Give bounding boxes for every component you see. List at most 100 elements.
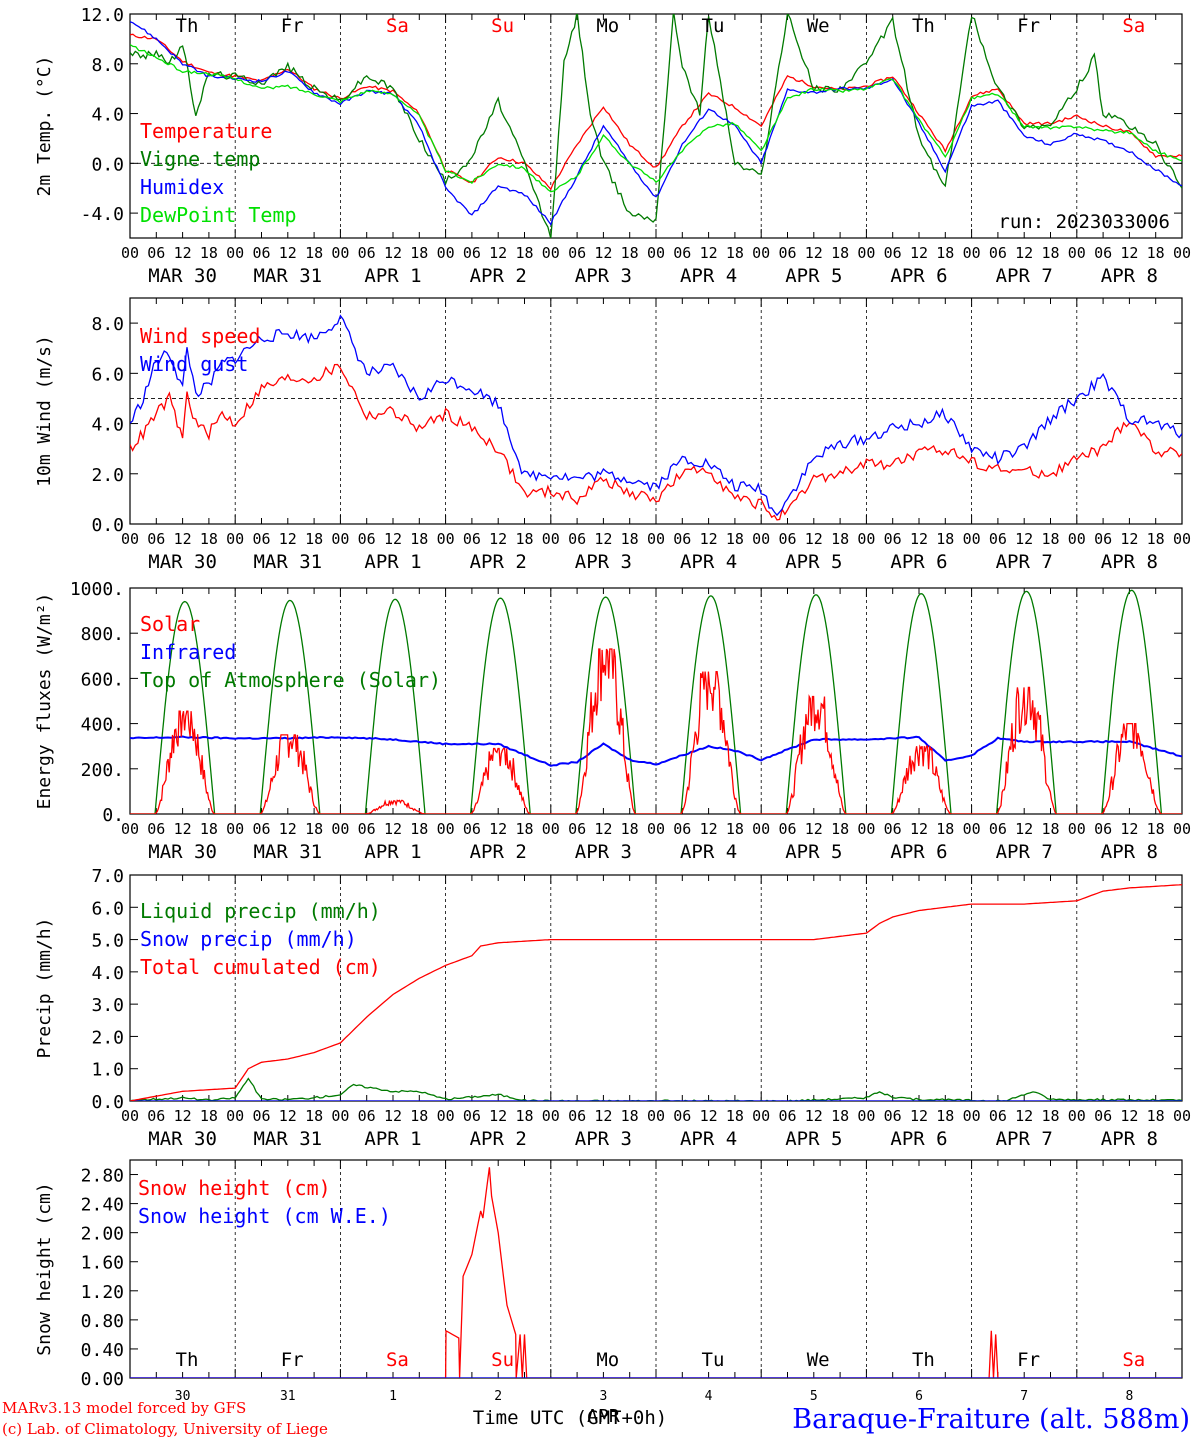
y-tick-label: 2.80 xyxy=(81,1166,124,1187)
weekday-label: Th xyxy=(912,15,935,37)
date-label: MAR 31 xyxy=(253,265,322,287)
hour-label: 12 xyxy=(279,820,297,838)
hour-label: 00 xyxy=(121,530,139,548)
hour-label: 18 xyxy=(305,530,323,548)
hour-label: 00 xyxy=(542,820,560,838)
y-tick-label: 7.0 xyxy=(91,866,124,887)
hour-label: 00 xyxy=(857,244,875,262)
hour-label: 12 xyxy=(594,244,612,262)
hour-label: 00 xyxy=(331,244,349,262)
date-label: MAR 30 xyxy=(148,551,217,573)
legend-entry: Solar xyxy=(140,612,200,636)
hour-label: 06 xyxy=(463,1107,481,1125)
series-solar xyxy=(130,648,1182,814)
date-label: APR 6 xyxy=(890,265,947,287)
y-tick-label: 2.40 xyxy=(81,1195,124,1216)
hour-label: 18 xyxy=(936,530,954,548)
hour-label: 18 xyxy=(621,530,639,548)
hour-label: 18 xyxy=(936,244,954,262)
hour-label: 06 xyxy=(147,820,165,838)
hour-label: 18 xyxy=(621,244,639,262)
hour-label: 12 xyxy=(910,1107,928,1125)
series-wind-speed xyxy=(130,363,1182,521)
date-label: APR 4 xyxy=(680,551,737,573)
hour-label: 12 xyxy=(594,530,612,548)
hour-label: 12 xyxy=(279,530,297,548)
day-number-label: 2 xyxy=(494,1389,502,1404)
hour-label: 00 xyxy=(1068,820,1086,838)
hour-label: 00 xyxy=(963,820,981,838)
hour-label: 06 xyxy=(252,530,270,548)
date-label: APR 4 xyxy=(680,1128,737,1150)
date-label: APR 7 xyxy=(996,1128,1053,1150)
hour-label: 06 xyxy=(1094,530,1112,548)
month-label: APR xyxy=(587,1406,620,1427)
hour-label: 00 xyxy=(1068,1107,1086,1125)
y-axis-label: 2m Temp. (°C) xyxy=(34,56,55,197)
hour-label: 12 xyxy=(279,1107,297,1125)
hour-label: 18 xyxy=(831,820,849,838)
hour-label: 00 xyxy=(121,244,139,262)
y-tick-label: 4.0 xyxy=(91,415,124,436)
hour-label: 00 xyxy=(1173,820,1191,838)
series-total-cumulated-cm- xyxy=(130,884,1182,1101)
hour-label: 18 xyxy=(1041,530,1059,548)
hour-label: 18 xyxy=(410,820,428,838)
hour-label: 18 xyxy=(410,530,428,548)
hour-label: 12 xyxy=(174,244,192,262)
legend-entry: Snow precip (mm/h) xyxy=(140,927,357,951)
weekday-label: Fr xyxy=(281,15,304,37)
y-tick-label: 1000. xyxy=(70,579,124,600)
date-label: APR 5 xyxy=(785,1128,842,1150)
date-label: APR 3 xyxy=(575,1128,632,1150)
weekday-label: Su xyxy=(491,1349,514,1371)
hour-label: 18 xyxy=(200,820,218,838)
weekday-label: Th xyxy=(912,1349,935,1371)
hour-label: 06 xyxy=(778,820,796,838)
y-tick-label: 1.0 xyxy=(91,1060,124,1081)
hour-label: 00 xyxy=(437,244,455,262)
hour-label: 12 xyxy=(910,820,928,838)
hour-label: 00 xyxy=(542,244,560,262)
hour-label: 18 xyxy=(831,244,849,262)
hour-label: 18 xyxy=(1147,530,1165,548)
hour-label: 06 xyxy=(778,1107,796,1125)
panels: 12.08.04.00.0-4.02m Temp. (°C) Temperatur… xyxy=(34,5,1191,1427)
hour-label: 18 xyxy=(1147,1107,1165,1125)
hour-label: 12 xyxy=(1120,820,1138,838)
hour-label: 18 xyxy=(515,820,533,838)
hour-label: 06 xyxy=(568,244,586,262)
hour-label: 18 xyxy=(305,244,323,262)
y-axis-label: Energy fluxes (W/m²) xyxy=(34,593,55,810)
hour-label: 12 xyxy=(700,244,718,262)
hour-label: 18 xyxy=(200,1107,218,1125)
date-label: APR 5 xyxy=(785,265,842,287)
date-label: APR 6 xyxy=(890,841,947,863)
hour-label: 06 xyxy=(463,820,481,838)
hour-label: 12 xyxy=(910,530,928,548)
y-tick-label: 800. xyxy=(81,624,124,645)
y-axis-label: Snow height (cm) xyxy=(34,1182,55,1355)
hour-label: 18 xyxy=(726,530,744,548)
hour-label: 06 xyxy=(147,244,165,262)
y-tick-label: 8.0 xyxy=(91,55,124,76)
y-tick-label: 0.0 xyxy=(91,1092,124,1113)
hour-label: 18 xyxy=(831,530,849,548)
date-label: APR 1 xyxy=(364,551,421,573)
date-label: APR 7 xyxy=(996,551,1053,573)
weekday-label: Fr xyxy=(1017,1349,1040,1371)
hour-label: 18 xyxy=(936,1107,954,1125)
y-tick-label: 1.60 xyxy=(81,1253,124,1274)
hour-label: 00 xyxy=(647,530,665,548)
hour-label: 12 xyxy=(1015,820,1033,838)
y-tick-label: 0. xyxy=(102,805,124,826)
date-label: APR 4 xyxy=(680,841,737,863)
hour-label: 00 xyxy=(752,820,770,838)
hour-label: 18 xyxy=(726,820,744,838)
hour-label: 06 xyxy=(673,1107,691,1125)
hour-label: 12 xyxy=(700,530,718,548)
weekday-label: Tu xyxy=(702,1349,725,1371)
legend-entry: Total cumulated (cm) xyxy=(140,955,381,979)
date-label: APR 5 xyxy=(785,841,842,863)
hour-label: 12 xyxy=(174,1107,192,1125)
